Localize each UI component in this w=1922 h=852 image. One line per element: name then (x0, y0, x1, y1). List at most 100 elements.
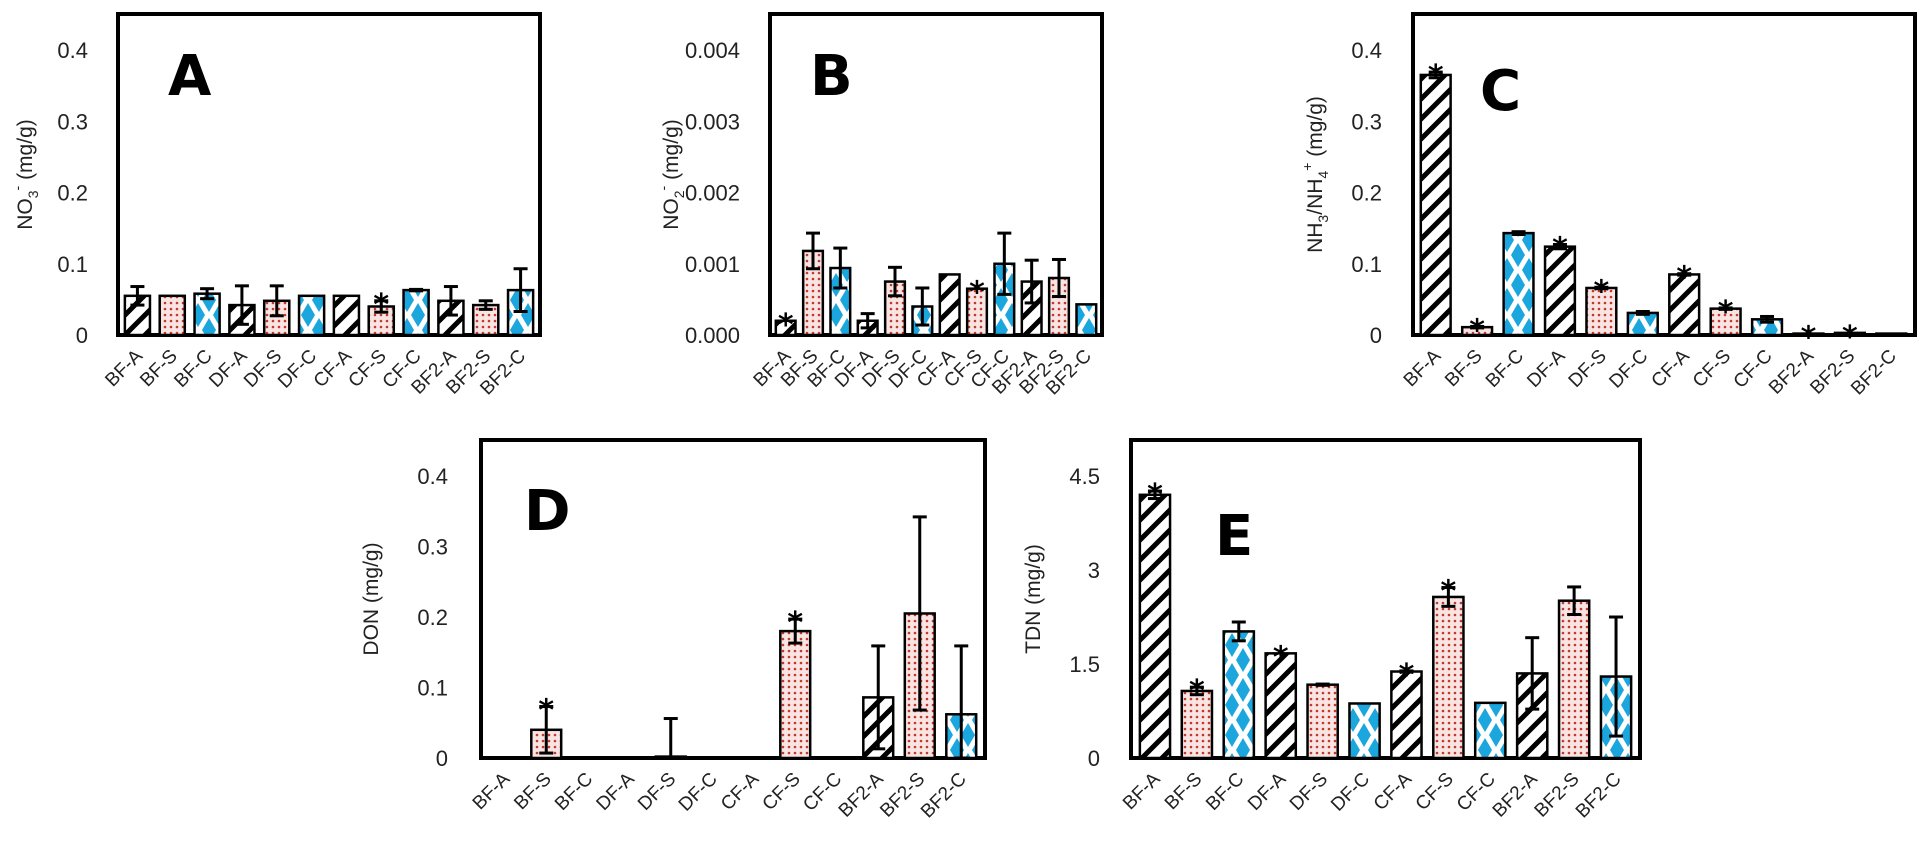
panel-letter: D (524, 479, 570, 544)
bar (1473, 701, 1507, 760)
x-tick-label: BF-S (510, 769, 555, 814)
y-tick-label: 0 (1370, 323, 1382, 348)
y-tick-label: 0.004 (685, 38, 740, 63)
x-tick-label: BF-C (1482, 346, 1528, 392)
panel-letter: E (1215, 504, 1253, 569)
bar (774, 319, 797, 337)
bar (965, 287, 989, 337)
significance-marker: * (1842, 320, 1858, 355)
plot-frame (479, 438, 987, 760)
x-tick-label: BF-C (1202, 769, 1248, 815)
x-tick-label: BF-C (170, 346, 216, 392)
significance-marker: * (1441, 575, 1457, 610)
x-tick-label: BF2-A (1765, 345, 1818, 398)
x-tick-label: CF-S (345, 346, 391, 392)
y-tick-label: 0.2 (57, 181, 88, 206)
bar (1138, 493, 1172, 760)
plot-frame (1411, 12, 1917, 337)
y-tick-label: 4.5 (1069, 464, 1100, 489)
x-tick-label: BF-S (1441, 346, 1486, 391)
x-tick-label: BF2-S (876, 769, 929, 822)
y-tick-label: 0.3 (417, 535, 448, 560)
x-tick-label: BF-A (101, 345, 147, 391)
significance-marker: * (1676, 261, 1692, 296)
y-tick-label: 0.1 (1351, 252, 1382, 277)
y-tick-label: 3 (1088, 558, 1100, 583)
bar (1264, 652, 1298, 760)
x-tick-label: DF-A (1523, 345, 1569, 391)
bar (779, 629, 812, 760)
y-tick-label: 0.4 (417, 464, 448, 489)
significance-marker: * (1147, 478, 1163, 513)
y-tick-label: 0.1 (57, 252, 88, 277)
y-tick-label: 0.3 (1351, 109, 1382, 134)
significance-marker: * (787, 606, 803, 641)
significance-marker: * (1189, 674, 1205, 709)
x-tick-label: DF-C (1605, 346, 1652, 393)
significance-marker: * (538, 694, 554, 729)
bar (1668, 273, 1701, 337)
y-tick-label: 0.001 (685, 252, 740, 277)
x-tick-label: CF-A (310, 345, 356, 391)
bar (1222, 630, 1256, 760)
significance-marker: * (1469, 313, 1485, 348)
x-tick-label: BF2-A (1489, 768, 1542, 821)
x-tick-label: BF2-C (1572, 769, 1626, 823)
significance-marker: * (1428, 59, 1444, 94)
y-tick-label: 0.1 (417, 676, 448, 701)
x-tick-label: BF2-C (917, 769, 971, 823)
y-tick-label: 0.000 (685, 323, 740, 348)
bar (1348, 702, 1381, 760)
bar (158, 294, 187, 337)
x-tick-label: DF-C (675, 769, 722, 816)
bar (1833, 331, 1867, 337)
bar (1585, 286, 1618, 337)
x-tick-label: BF-A (469, 768, 515, 814)
bar (1515, 672, 1549, 760)
x-tick-label: DF-A (593, 768, 639, 814)
y-axis-label: NO3- (mg/g) (9, 119, 41, 229)
y-axis-label: TDN (mg/g) (1022, 544, 1045, 654)
x-tick-label: BF-A (1119, 768, 1165, 814)
bar (1709, 307, 1742, 337)
x-tick-label: BF2-A (835, 768, 888, 821)
bar (1180, 689, 1214, 760)
y-tick-label: 0.4 (57, 38, 88, 63)
plot-frame (768, 12, 1104, 337)
x-tick-label: BF2-S (1531, 769, 1584, 822)
x-tick-label: DF-C (274, 346, 321, 393)
significance-marker: * (1552, 232, 1568, 267)
significance-marker: * (1399, 658, 1415, 693)
significance-marker: * (1718, 295, 1734, 330)
x-tick-label: DF-S (1565, 346, 1611, 392)
y-tick-label: 1.5 (1069, 652, 1100, 677)
x-tick-label: CF-S (1689, 346, 1735, 392)
y-tick-label: 0.2 (417, 605, 448, 630)
x-tick-label: CF-A (1370, 768, 1416, 814)
x-tick-label: DF-S (1286, 769, 1332, 815)
bar (1419, 73, 1452, 337)
x-tick-label: BF-S (136, 346, 181, 391)
bar (938, 273, 961, 337)
y-tick-label: 0 (76, 323, 88, 348)
panel-letter: B (810, 44, 853, 109)
plot-frame (116, 12, 542, 337)
significance-marker: * (1594, 274, 1610, 309)
x-tick-label: DF-S (634, 769, 680, 815)
bar (1432, 595, 1465, 760)
y-tick-label: 0 (1088, 746, 1100, 771)
y-axis-label: NO2- (mg/g) (655, 119, 687, 229)
panel-letter: A (168, 44, 212, 109)
significance-marker: * (1273, 640, 1289, 675)
x-tick-label: DF-C (1327, 769, 1374, 816)
x-tick-label: CF-S (1412, 769, 1458, 815)
bar (1557, 599, 1591, 760)
y-tick-label: 0.2 (1351, 181, 1382, 206)
significance-marker: * (969, 276, 985, 311)
x-tick-label: DF-S (240, 346, 286, 392)
